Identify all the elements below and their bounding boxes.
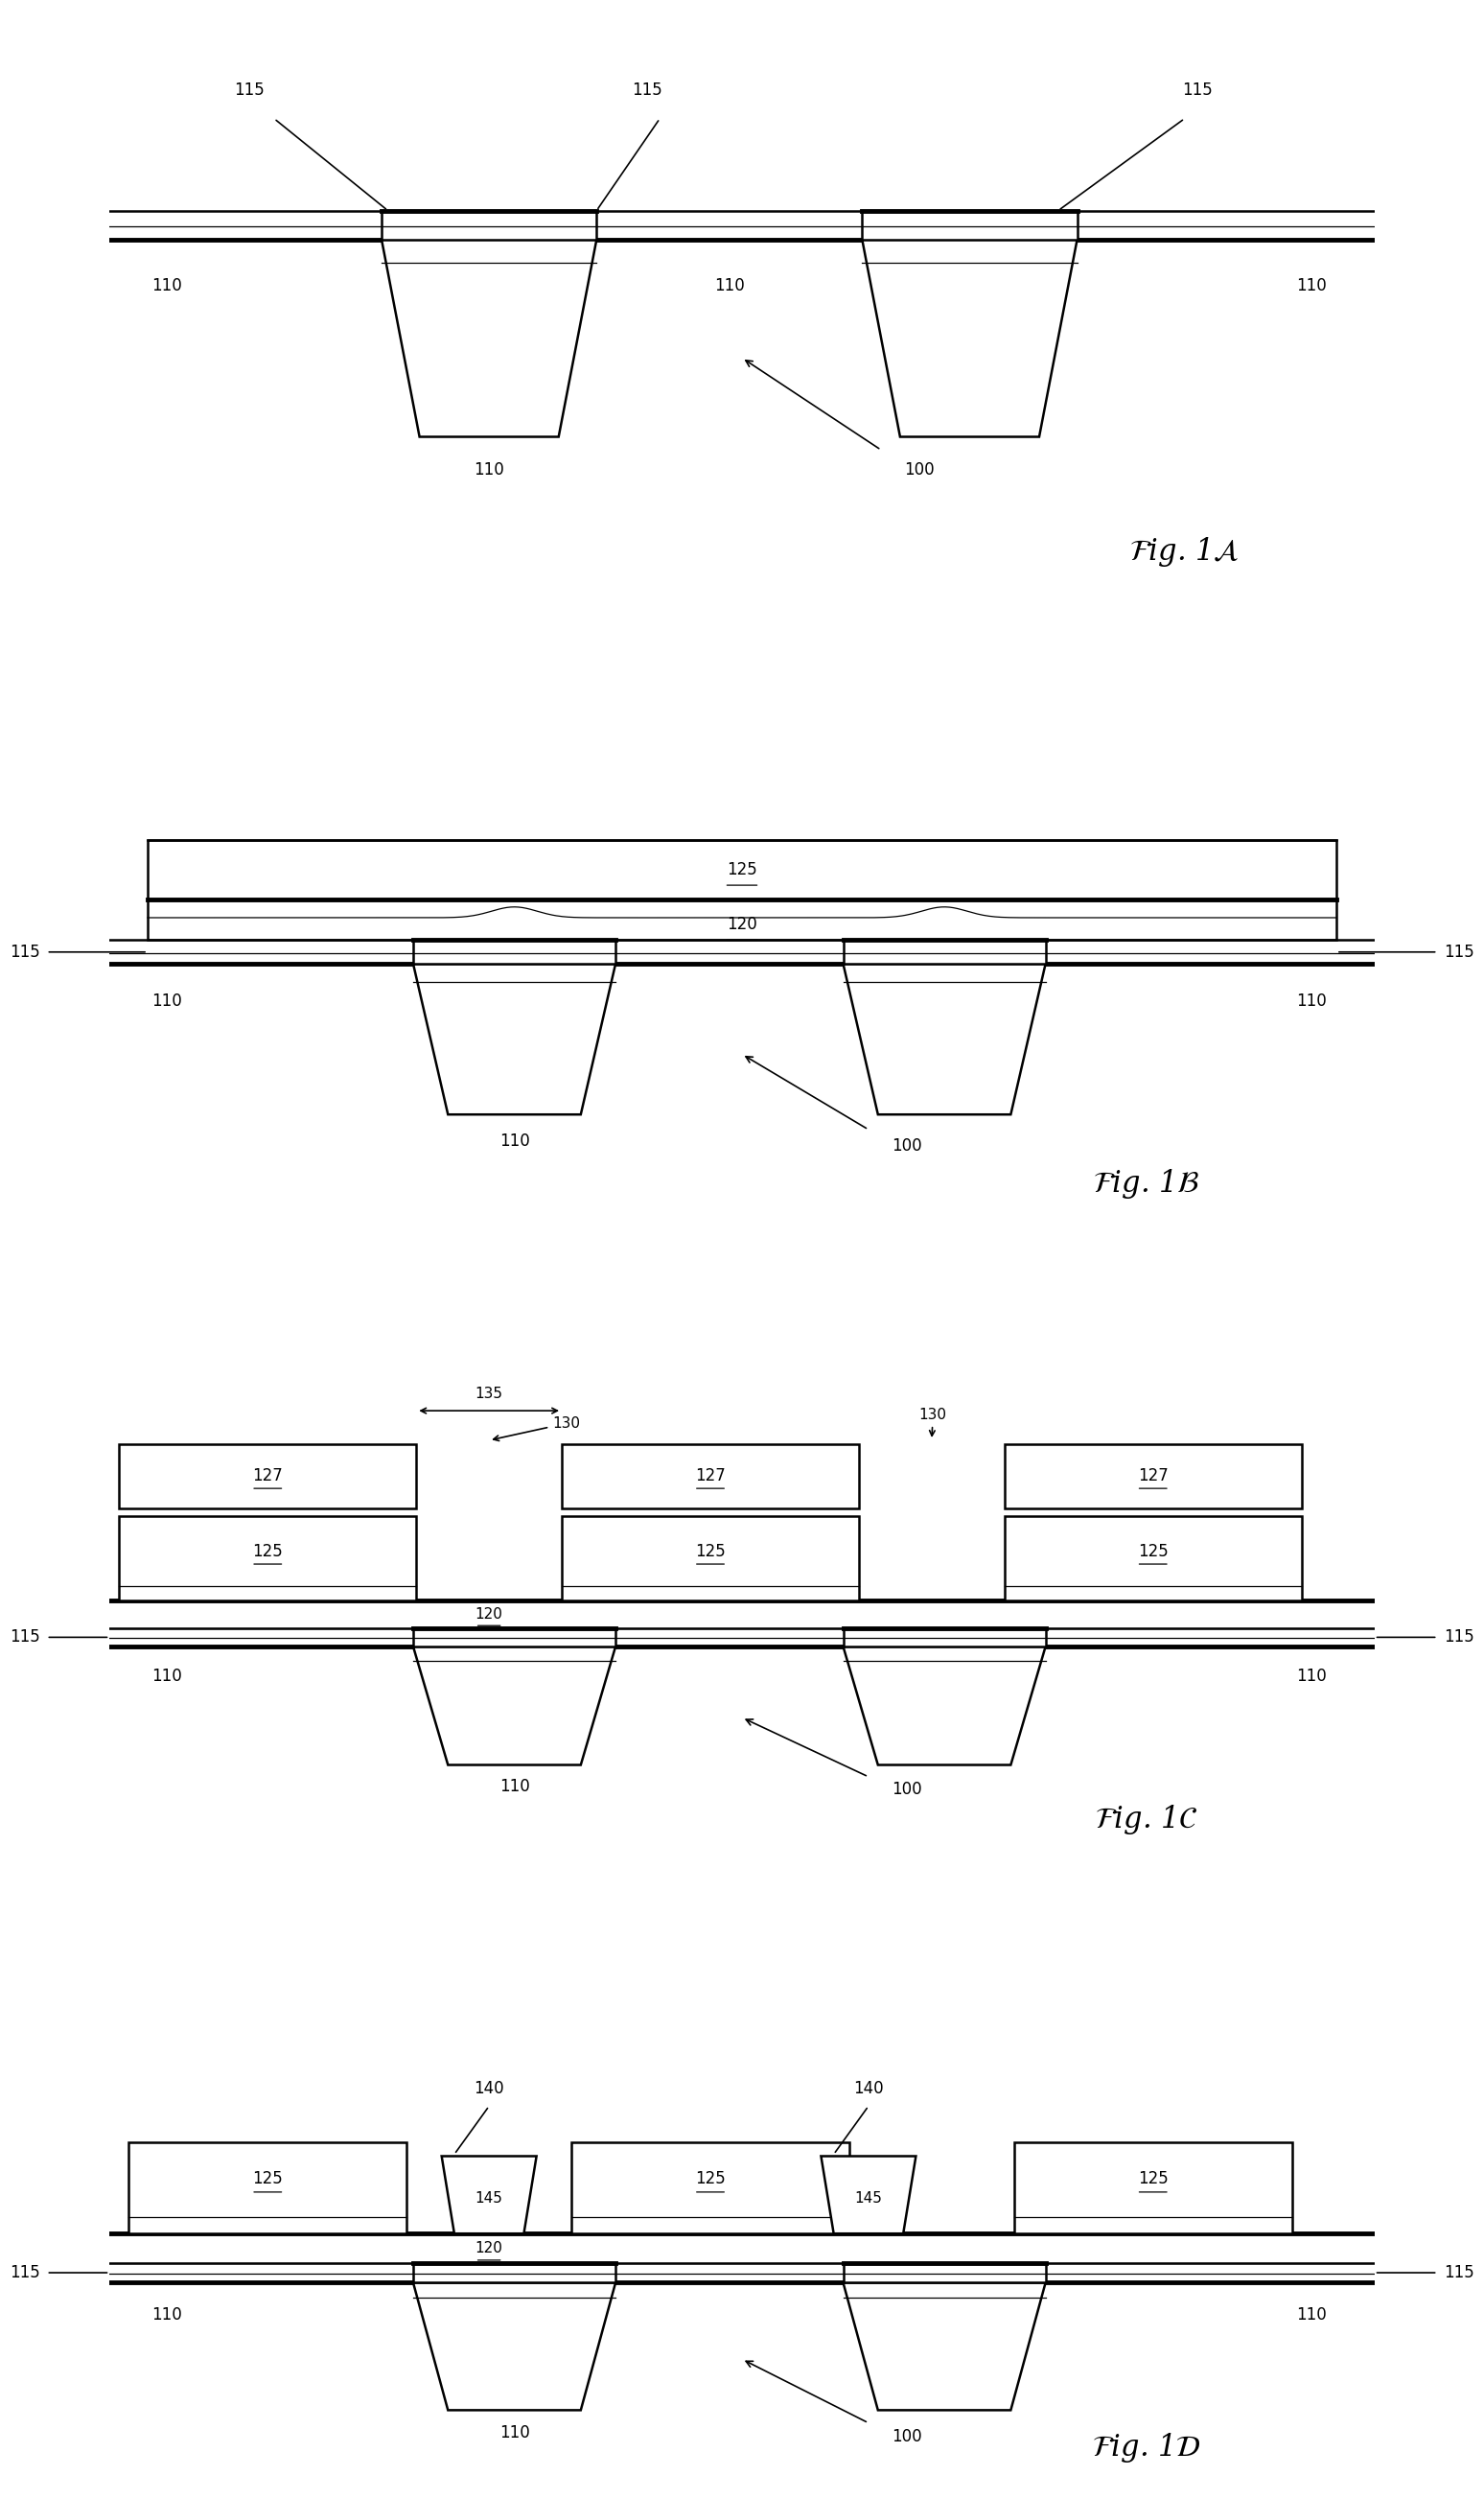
Text: 115: 115 <box>10 945 40 960</box>
Polygon shape <box>442 2157 537 2234</box>
Text: 115: 115 <box>10 1629 40 1647</box>
Text: 105: 105 <box>473 330 505 347</box>
Text: 115: 115 <box>1444 1629 1474 1647</box>
Polygon shape <box>843 2282 1046 2409</box>
Text: 110: 110 <box>499 1132 530 1150</box>
Text: 110: 110 <box>714 277 745 295</box>
Bar <box>571 2142 849 2234</box>
Text: 145: 145 <box>475 2192 503 2207</box>
Text: 115: 115 <box>632 82 662 100</box>
Text: 105: 105 <box>499 2339 530 2354</box>
Polygon shape <box>413 2282 616 2409</box>
Polygon shape <box>843 1647 1046 1764</box>
Text: $\mathcal{F}$ig. 1$\mathcal{B}$: $\mathcal{F}$ig. 1$\mathcal{B}$ <box>1094 1167 1201 1200</box>
Text: 130: 130 <box>919 1407 947 1437</box>
Text: 125: 125 <box>727 862 757 877</box>
Text: $\mathcal{F}$ig. 1$\mathcal{D}$: $\mathcal{F}$ig. 1$\mathcal{D}$ <box>1092 2432 1202 2464</box>
Text: 127: 127 <box>695 1467 726 1484</box>
Polygon shape <box>413 1647 616 1764</box>
Text: 105: 105 <box>499 1697 530 1714</box>
Bar <box>562 1517 859 1602</box>
Text: 110: 110 <box>1296 277 1327 295</box>
Text: 135: 135 <box>475 1387 503 1399</box>
Text: 105: 105 <box>929 1030 960 1047</box>
Text: 120: 120 <box>475 1607 503 1622</box>
Bar <box>119 1517 417 1602</box>
Text: 115: 115 <box>233 82 264 100</box>
Text: 100: 100 <box>892 2429 922 2444</box>
Text: 100: 100 <box>904 460 935 477</box>
Text: 110: 110 <box>1296 992 1327 1010</box>
Bar <box>1005 1444 1301 1507</box>
Text: 125: 125 <box>1138 2169 1168 2187</box>
Polygon shape <box>862 240 1077 437</box>
Text: 115: 115 <box>1183 82 1212 100</box>
Text: 125: 125 <box>252 2169 283 2187</box>
Text: 127: 127 <box>1138 1467 1168 1484</box>
Polygon shape <box>843 965 1046 1115</box>
Text: 140: 140 <box>473 2079 505 2097</box>
Text: 120: 120 <box>727 917 757 932</box>
Text: 105: 105 <box>929 1697 960 1714</box>
Text: 110: 110 <box>1296 1667 1327 1684</box>
Text: 115: 115 <box>1444 945 1474 960</box>
Text: $\mathcal{F}$ig. 1$\mathcal{C}$: $\mathcal{F}$ig. 1$\mathcal{C}$ <box>1095 1804 1199 1837</box>
Text: 110: 110 <box>151 277 183 295</box>
Text: 125: 125 <box>695 2169 726 2187</box>
Text: 110: 110 <box>499 1777 530 1794</box>
Text: 125: 125 <box>1138 1544 1168 1559</box>
Bar <box>119 1444 417 1507</box>
Polygon shape <box>381 240 597 437</box>
Text: 105: 105 <box>954 330 985 347</box>
Text: 110: 110 <box>1296 2307 1327 2324</box>
Bar <box>1005 1517 1301 1602</box>
Text: 125: 125 <box>252 1544 283 1559</box>
Text: 115: 115 <box>10 2264 40 2282</box>
Text: 125: 125 <box>695 1544 726 1559</box>
Text: 110: 110 <box>151 2307 183 2324</box>
Text: 115: 115 <box>1444 2264 1474 2282</box>
Bar <box>1014 2142 1293 2234</box>
Text: 140: 140 <box>853 2079 883 2097</box>
Text: 100: 100 <box>892 1137 922 1155</box>
Bar <box>562 1444 859 1507</box>
Text: 127: 127 <box>252 1467 283 1484</box>
Text: 145: 145 <box>855 2192 883 2207</box>
Text: 110: 110 <box>151 992 183 1010</box>
Polygon shape <box>821 2157 916 2234</box>
Text: 105: 105 <box>499 1030 530 1047</box>
Polygon shape <box>413 965 616 1115</box>
Bar <box>147 840 1337 940</box>
Text: 105: 105 <box>929 2339 960 2354</box>
Text: 110: 110 <box>499 2424 530 2442</box>
Text: 110: 110 <box>151 1667 183 1684</box>
Text: 120: 120 <box>475 2242 503 2254</box>
Text: $\mathcal{F}$ig. 1$\mathcal{A}$: $\mathcal{F}$ig. 1$\mathcal{A}$ <box>1129 535 1239 567</box>
Bar <box>129 2142 407 2234</box>
Text: 130: 130 <box>493 1417 580 1442</box>
Text: 100: 100 <box>892 1782 922 1799</box>
Text: 110: 110 <box>473 460 505 477</box>
